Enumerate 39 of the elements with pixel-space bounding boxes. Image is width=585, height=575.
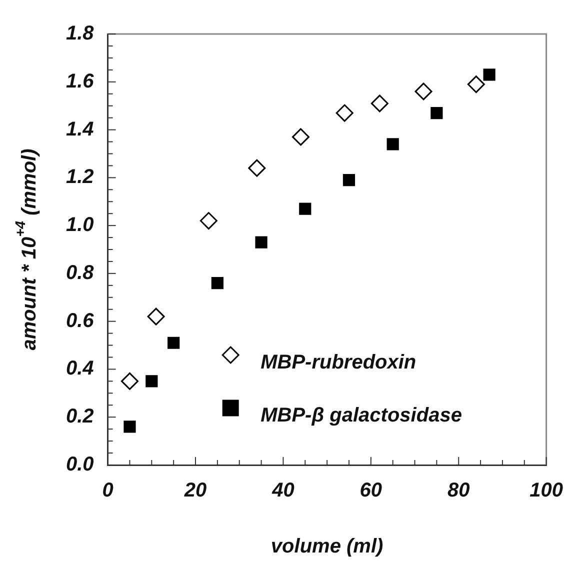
point [430,106,443,120]
y-tick-label: 1.6 [66,70,95,92]
y-tick-label: 0.8 [66,262,95,284]
point [414,82,432,100]
x-axis-title: volume (ml) [270,536,384,558]
point [211,276,224,290]
y-axis-title: amount * 10+4 (mmol) [12,148,41,350]
point [200,212,218,230]
y-tick-label: 1.4 [66,118,94,140]
point [370,94,388,112]
y-tick-label: 1.0 [66,214,94,236]
point [299,202,312,215]
legend-label: MBP-β galactosidase [260,404,462,427]
legend-label: MBP-rubredoxin [260,352,416,374]
point [168,336,180,349]
y-tick-label: 0.4 [66,358,94,380]
point [255,236,268,248]
point [342,174,356,186]
y-tick-label: 0.0 [66,454,94,476]
x-tick-label: 60 [360,480,382,502]
point [467,76,485,94]
y-tick-label: 1.2 [66,166,94,188]
x-tick-label: 100 [530,480,564,502]
point [248,159,266,177]
point [146,375,158,388]
x-tick-label: 40 [271,480,294,502]
x-tick-label: 20 [183,480,207,502]
y-tick-label: 0.2 [66,406,94,428]
x-tick-label: 0 [102,480,114,502]
y-tick-label: 0.6 [66,310,95,332]
point [386,138,399,150]
point [483,68,496,81]
point [292,128,310,146]
point [120,372,138,390]
x-tick-label: 80 [447,480,470,502]
point [336,104,354,122]
point [147,308,165,326]
point [124,420,136,433]
y-tick-label: 1.8 [66,22,95,45]
